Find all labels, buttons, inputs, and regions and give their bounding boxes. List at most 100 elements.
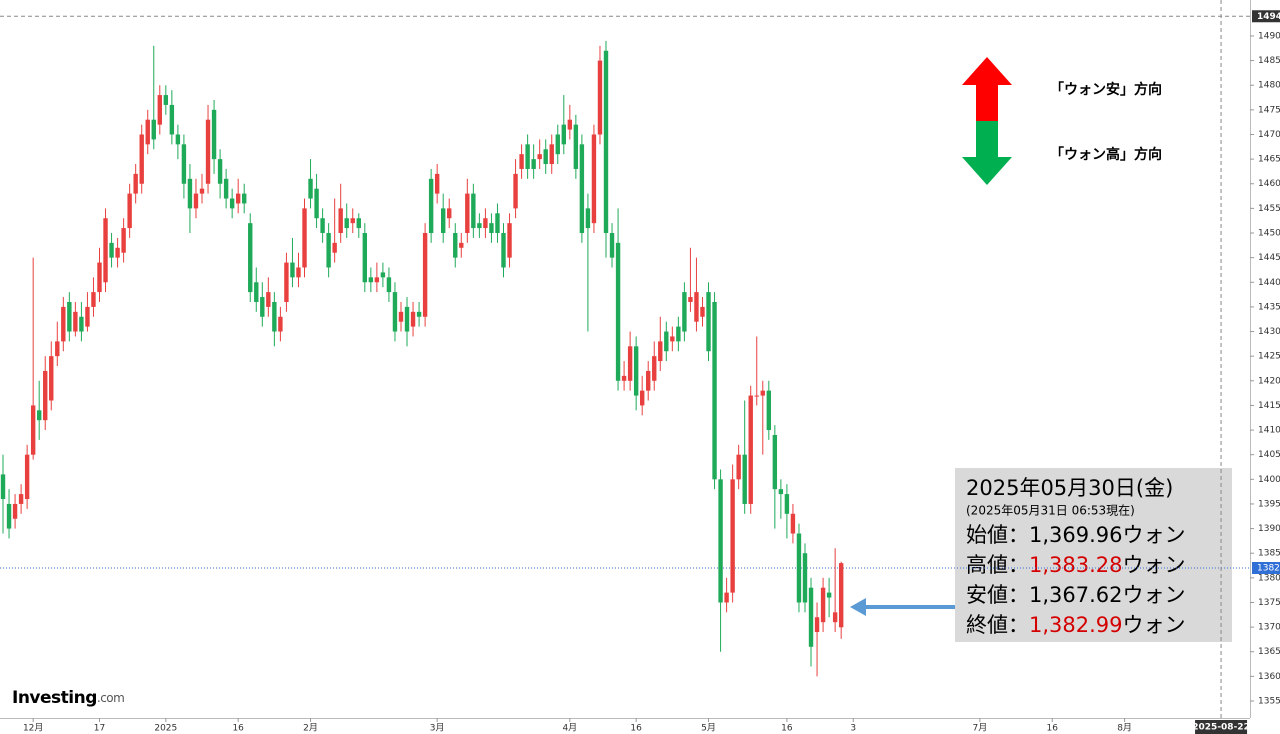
candle-body [760,390,765,396]
y-tick-label: 1440 [1258,278,1280,288]
y-tick-label: 1480 [1258,81,1280,91]
candle-body [730,479,735,593]
candle-body [495,213,500,234]
x-tick-label: 2月 [303,723,318,734]
candle-body [748,395,753,504]
candle-body [555,134,560,155]
x-tick-label: 16 [232,724,244,734]
price-line-label-bg [1252,561,1280,574]
info-row: 終値：1,382.99ウォン [966,613,1186,637]
candle-body [447,208,452,219]
candle-body [344,218,349,229]
candle-body [525,144,530,169]
candle-body [193,193,199,209]
candle-body [18,494,24,504]
candle-body [639,390,645,406]
candle-body [175,134,181,145]
y-tick-label: 1425 [1258,352,1280,362]
y-tick-label: 1465 [1258,155,1280,165]
candle-body [621,375,627,381]
candle-body [519,154,524,169]
candle-body [338,208,343,234]
candle-body [73,311,78,332]
candle-body [12,503,18,519]
candle-body [754,395,759,397]
candle-body [627,346,633,381]
candle-body [832,612,838,623]
candle-body [278,316,283,332]
candle-body [664,331,669,352]
candle-body [356,218,361,229]
candle-body [139,134,144,184]
candle-body [567,119,573,130]
candle-body [127,193,132,229]
candle-body [549,144,554,165]
pointer-arrow [850,598,955,616]
date-marker-label: 2025-08-22 [1192,723,1250,733]
candle-body [404,306,410,332]
candle-body [187,178,193,209]
candle-body [115,247,120,258]
legend-label: 「ウォン高」方向 [1050,146,1162,163]
y-tick-label: 1410 [1258,426,1280,436]
candle-body [320,218,325,234]
top-line-label: 1494 [1257,12,1280,22]
price-line-label: 1382 [1257,563,1280,573]
candle-body [332,242,337,253]
legend-arrow [962,57,1012,121]
candle-body [585,208,591,229]
candle-body [386,277,392,293]
candle-body [682,292,687,332]
x-tick-label: 16 [1046,724,1058,734]
candle-body [676,326,681,342]
candle-body [465,193,470,234]
x-tick-label: 5月 [701,723,716,734]
info-row-label: 高値： [966,553,1029,577]
x-tick-label: 3 [850,724,856,734]
candle-body [308,178,313,199]
candle-body [302,208,307,268]
candle-body [151,119,156,140]
candle-body [440,208,446,234]
info-row-label: 終値： [966,613,1029,637]
candle-body [501,233,506,268]
candle-body [428,178,434,234]
y-tick-label: 1400 [1258,475,1280,485]
candle-body [802,553,808,603]
candle-body [235,193,241,204]
y-tick-label: 1390 [1258,524,1280,534]
candle-body [422,233,428,317]
y-tick-label: 1405 [1258,450,1280,460]
candle-body [121,228,126,253]
candle-body [561,124,566,145]
legend-arrow [962,121,1012,185]
candle-body [374,277,380,283]
candle-body [163,95,169,105]
candle-body [814,617,820,633]
candle-body [145,119,150,145]
candle-body [199,188,205,194]
candle-body [507,223,512,258]
candle-body [766,390,772,431]
candle-body [254,282,259,302]
info-row-unit: ウォン [1123,553,1186,577]
candle-body [778,489,784,495]
date-marker-label-bg [1195,720,1248,734]
candle-body [248,223,253,293]
candle-body [181,144,187,184]
candle-body [260,297,265,317]
candle-body [489,223,494,234]
candle-body [380,272,386,278]
candle-body [223,178,229,199]
logo-brand: Investing [12,688,97,708]
candle-body [43,370,48,421]
candle-body [169,104,175,135]
candle-body [688,297,693,302]
candle-body [459,242,464,248]
logo: Investing.com [12,688,124,708]
y-tick-label: 1415 [1258,401,1280,411]
y-tick-label: 1360 [1258,672,1280,682]
candle-body [736,454,741,480]
candle-body [350,218,355,224]
candle-body [272,301,277,332]
